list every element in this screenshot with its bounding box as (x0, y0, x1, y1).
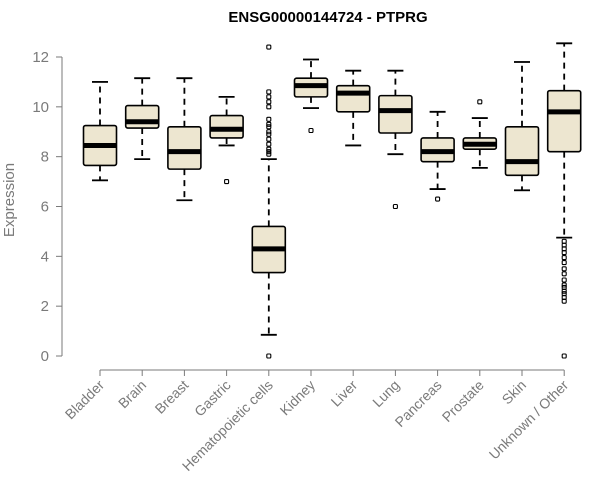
box-pancreas (420, 110, 455, 202)
y-axis: 0 2 4 6 8 10 12 (32, 49, 63, 365)
outlier-point (266, 353, 272, 359)
box-breast (167, 77, 202, 202)
x-tick-label: Pancreas (392, 377, 445, 430)
box-lung (378, 69, 413, 210)
chart-title: ENSG00000144724 - PTPRG (228, 9, 427, 26)
box-iqr (504, 125, 540, 177)
outlier-point (308, 127, 314, 134)
outlier-point (266, 94, 272, 100)
box-iqr (124, 104, 160, 129)
outlier-point (435, 196, 441, 202)
x-tick-label: Prostate (439, 377, 487, 425)
outlier-point (561, 353, 567, 359)
outlier-point (266, 99, 272, 105)
outlier-point (266, 146, 272, 152)
box-kidney (293, 58, 329, 134)
outlier-point (266, 116, 272, 122)
boxes-group (82, 42, 582, 359)
outlier-point (392, 203, 398, 210)
outlier-point (561, 255, 567, 261)
x-tick-label: Kidney (277, 377, 319, 419)
x-tick-label: Lung (369, 377, 402, 410)
outlier-point (266, 44, 272, 50)
y-tick-label: 6 (41, 199, 49, 216)
outlier-point (477, 99, 483, 105)
box-brain (124, 77, 160, 161)
outlier-point (266, 129, 272, 135)
y-tick-label: 2 (41, 298, 49, 315)
outlier-point (561, 277, 567, 283)
y-tick-label: 8 (41, 149, 49, 166)
box-hematopoietic-cells (251, 44, 287, 359)
x-tick-label: Unknown / Other (486, 377, 572, 463)
box-liver (335, 69, 371, 147)
outlier-point (266, 89, 272, 95)
y-axis-label: Expression (1, 163, 18, 237)
outlier-point (266, 149, 272, 155)
x-tick-label: Brain (115, 377, 149, 411)
y-tick-label: 12 (32, 49, 49, 66)
outlier-point (561, 238, 567, 244)
x-tick-label: Skin (499, 377, 530, 408)
x-tick-label: Breast (152, 377, 192, 417)
box-iqr (335, 84, 371, 113)
outlier-point (266, 104, 272, 110)
x-tick-label: Bladder (62, 377, 108, 423)
box-iqr (378, 94, 413, 134)
box-iqr (167, 125, 202, 170)
y-tick-label: 10 (32, 99, 49, 116)
outlier-point (266, 131, 272, 137)
outlier-point (561, 282, 567, 288)
outlier-point (561, 291, 567, 297)
outlier-point (561, 284, 567, 291)
outlier-point (561, 266, 567, 272)
box-prostate (462, 99, 498, 169)
y-tick-label: 0 (41, 348, 49, 365)
box-skin (504, 61, 540, 192)
y-tick-label: 4 (41, 248, 49, 265)
outlier-point (561, 260, 567, 266)
x-tick-label: Liver (328, 377, 361, 410)
outlier-point (561, 271, 567, 277)
box-gastric (209, 95, 244, 185)
outlier-point (266, 121, 272, 127)
outlier-point (266, 124, 272, 130)
outlier-point (266, 141, 272, 147)
box-unknown-other (546, 42, 582, 359)
box-bladder (82, 81, 118, 182)
outlier-point (224, 179, 230, 185)
outlier-point (266, 136, 272, 142)
box-iqr (546, 89, 582, 153)
outlier-point (266, 151, 272, 157)
